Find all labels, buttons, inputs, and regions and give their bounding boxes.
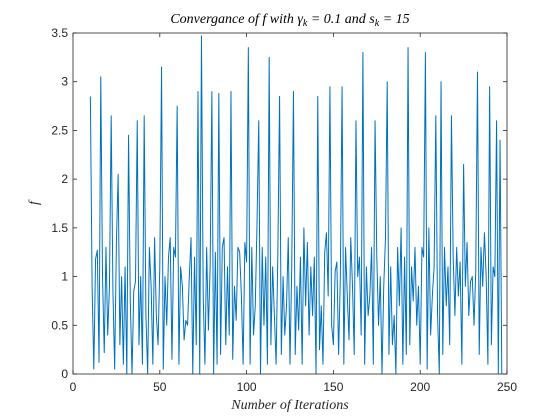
- title-part-2: = 0.1 and: [307, 12, 369, 27]
- y-tick-label: 1: [61, 270, 68, 284]
- y-tick-label: 2: [61, 172, 68, 186]
- x-tick-label: 0: [70, 380, 77, 394]
- y-tick-label: 3.5: [51, 26, 68, 40]
- x-tick-label: 250: [497, 380, 517, 394]
- x-axis-label: Number of Iterations: [230, 398, 349, 413]
- y-tick-label: 0: [61, 367, 68, 381]
- title-part-3: = 15: [379, 12, 409, 27]
- chart-title: Convergance of f with γk = 0.1 and sk = …: [170, 12, 409, 29]
- x-tick-label: 200: [410, 380, 430, 394]
- y-tick-label: 2.5: [51, 123, 68, 137]
- title-part-1: Convergance of f with: [170, 12, 297, 27]
- x-tick-label: 50: [153, 380, 167, 394]
- y-tick-label: 3: [61, 75, 68, 89]
- y-tick-label: 0.5: [51, 318, 68, 332]
- x-tick-label: 150: [323, 380, 343, 394]
- x-tick-label: 100: [237, 380, 257, 394]
- y-tick-label: 1.5: [51, 221, 68, 235]
